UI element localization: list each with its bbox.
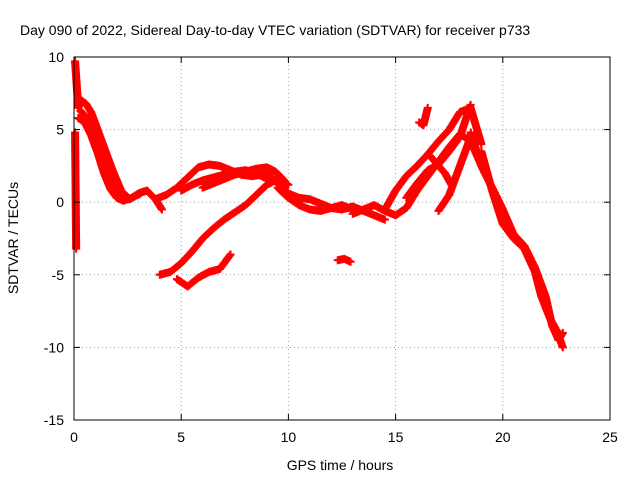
data-point <box>558 343 567 352</box>
y-tick-label: 10 <box>48 49 64 65</box>
x-axis-label: GPS time / hours <box>287 457 394 473</box>
series-track-16 <box>415 103 432 130</box>
y-tick-label: 0 <box>56 194 64 210</box>
y-axis-label: SDTVAR / TECUs <box>5 182 21 294</box>
data-point <box>72 244 81 253</box>
x-tick-label: 5 <box>177 429 185 445</box>
series-track-15 <box>402 100 475 202</box>
data-point <box>477 140 486 149</box>
x-tick-label: 20 <box>495 429 511 445</box>
data-point <box>284 180 293 189</box>
series-track-4 <box>71 128 81 253</box>
series-track-14 <box>380 103 486 214</box>
y-tick-label: -15 <box>44 412 64 428</box>
data-points <box>71 57 567 352</box>
series-track-12 <box>333 254 355 266</box>
y-tick-label: -5 <box>52 267 65 283</box>
axis-ticks: 0 5 10 15 20 25 10 5 0 -5 -10 -15 <box>44 49 618 445</box>
series-track-11 <box>273 183 357 215</box>
data-point-fill <box>118 191 127 200</box>
x-tick-label: 15 <box>388 429 404 445</box>
x-tick-label: 0 <box>70 429 78 445</box>
series-track-20 <box>477 147 567 352</box>
data-point <box>423 103 432 112</box>
plot-frame <box>73 56 611 421</box>
series-track-8 <box>155 174 293 279</box>
data-point <box>466 100 475 109</box>
y-tick-label: -10 <box>44 339 64 355</box>
y-tick-label: 5 <box>56 122 64 138</box>
chart-title: Day 090 of 2022, Sidereal Day-to-day VTE… <box>20 22 530 38</box>
series-track-9 <box>172 250 235 291</box>
grid <box>74 57 610 420</box>
data-point <box>157 205 166 214</box>
data-point <box>119 192 128 201</box>
series-track-3 <box>76 106 128 201</box>
x-tick-label: 10 <box>281 429 297 445</box>
data-point <box>226 250 235 259</box>
data-point <box>346 257 355 266</box>
data-point <box>380 215 389 224</box>
data-point <box>136 189 145 198</box>
series-track-7 <box>177 166 271 195</box>
x-tick-label: 25 <box>602 429 618 445</box>
